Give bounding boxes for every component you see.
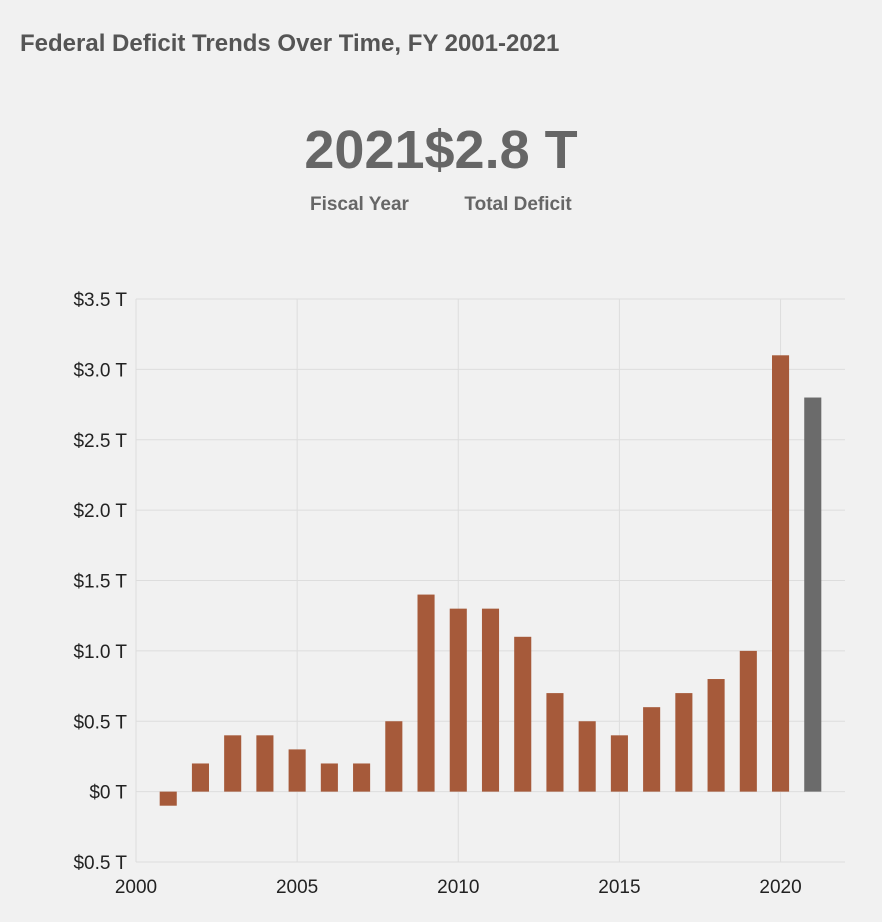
bar-2003[interactable] bbox=[224, 735, 242, 792]
total-deficit-value: $2.8 T bbox=[424, 120, 578, 180]
bar-2021[interactable] bbox=[804, 397, 822, 792]
bar-2007[interactable] bbox=[353, 763, 371, 792]
total-deficit-stat: $2.8 T Total Deficit bbox=[425, 118, 578, 216]
y-axis-ticks: $0.5 T $0 T $0.5 T $1.0 T $1.5 T $2.0 T $2.5 T… bbox=[73, 290, 127, 874]
y-tick-label: $1.5 T bbox=[73, 572, 127, 593]
bar-2005[interactable] bbox=[288, 749, 306, 792]
y-tick-label: $1.0 T bbox=[73, 642, 127, 663]
fiscal-year-label: Fiscal Year bbox=[309, 194, 409, 215]
total-deficit-label: Total Deficit bbox=[464, 194, 572, 215]
bar-2002[interactable] bbox=[191, 763, 209, 792]
bar-2017[interactable] bbox=[675, 693, 693, 792]
bars bbox=[159, 355, 822, 806]
y-tick-label: $0.5 T bbox=[73, 712, 127, 733]
bar-2013[interactable] bbox=[546, 693, 564, 792]
x-tick-label: 2015 bbox=[598, 877, 640, 898]
bar-2009[interactable] bbox=[417, 594, 435, 792]
bar-2015[interactable] bbox=[610, 735, 628, 792]
y-tick-label: $2.5 T bbox=[73, 431, 127, 452]
bar-2019[interactable] bbox=[739, 650, 757, 792]
fiscal-year-value: 2021 bbox=[304, 120, 425, 180]
bar-2004[interactable] bbox=[256, 735, 274, 792]
bar-2008[interactable] bbox=[385, 721, 403, 792]
x-tick-label: 2005 bbox=[276, 877, 318, 898]
headline-stats: 2021 Fiscal Year $2.8 T Total Deficit bbox=[0, 118, 882, 216]
y-tick-label: $3.0 T bbox=[73, 360, 127, 381]
bar-2006[interactable] bbox=[320, 763, 338, 792]
bar-2001[interactable] bbox=[159, 791, 177, 806]
bar-2014[interactable] bbox=[578, 721, 596, 792]
x-tick-label: 2020 bbox=[759, 877, 801, 898]
x-axis-ticks: 2000 2005 2010 2015 2020 bbox=[115, 877, 802, 898]
bar-2018[interactable] bbox=[707, 679, 725, 792]
y-tick-label: $0.5 T bbox=[73, 853, 127, 874]
bar-2012[interactable] bbox=[514, 636, 532, 792]
y-tick-label: $2.0 T bbox=[73, 501, 127, 522]
bar-2016[interactable] bbox=[643, 707, 661, 792]
chart-title: Federal Deficit Trends Over Time, FY 200… bbox=[20, 30, 560, 57]
bar-2010[interactable] bbox=[449, 608, 467, 792]
bar-2020[interactable] bbox=[772, 355, 790, 792]
bar-2011[interactable] bbox=[481, 608, 500, 792]
fiscal-year-stat: 2021 Fiscal Year bbox=[304, 118, 424, 216]
y-tick-label: $3.5 T bbox=[73, 290, 127, 311]
x-tick-label: 2010 bbox=[437, 877, 479, 898]
y-tick-label: $0 T bbox=[89, 783, 127, 804]
x-tick-label: 2000 bbox=[115, 877, 157, 898]
